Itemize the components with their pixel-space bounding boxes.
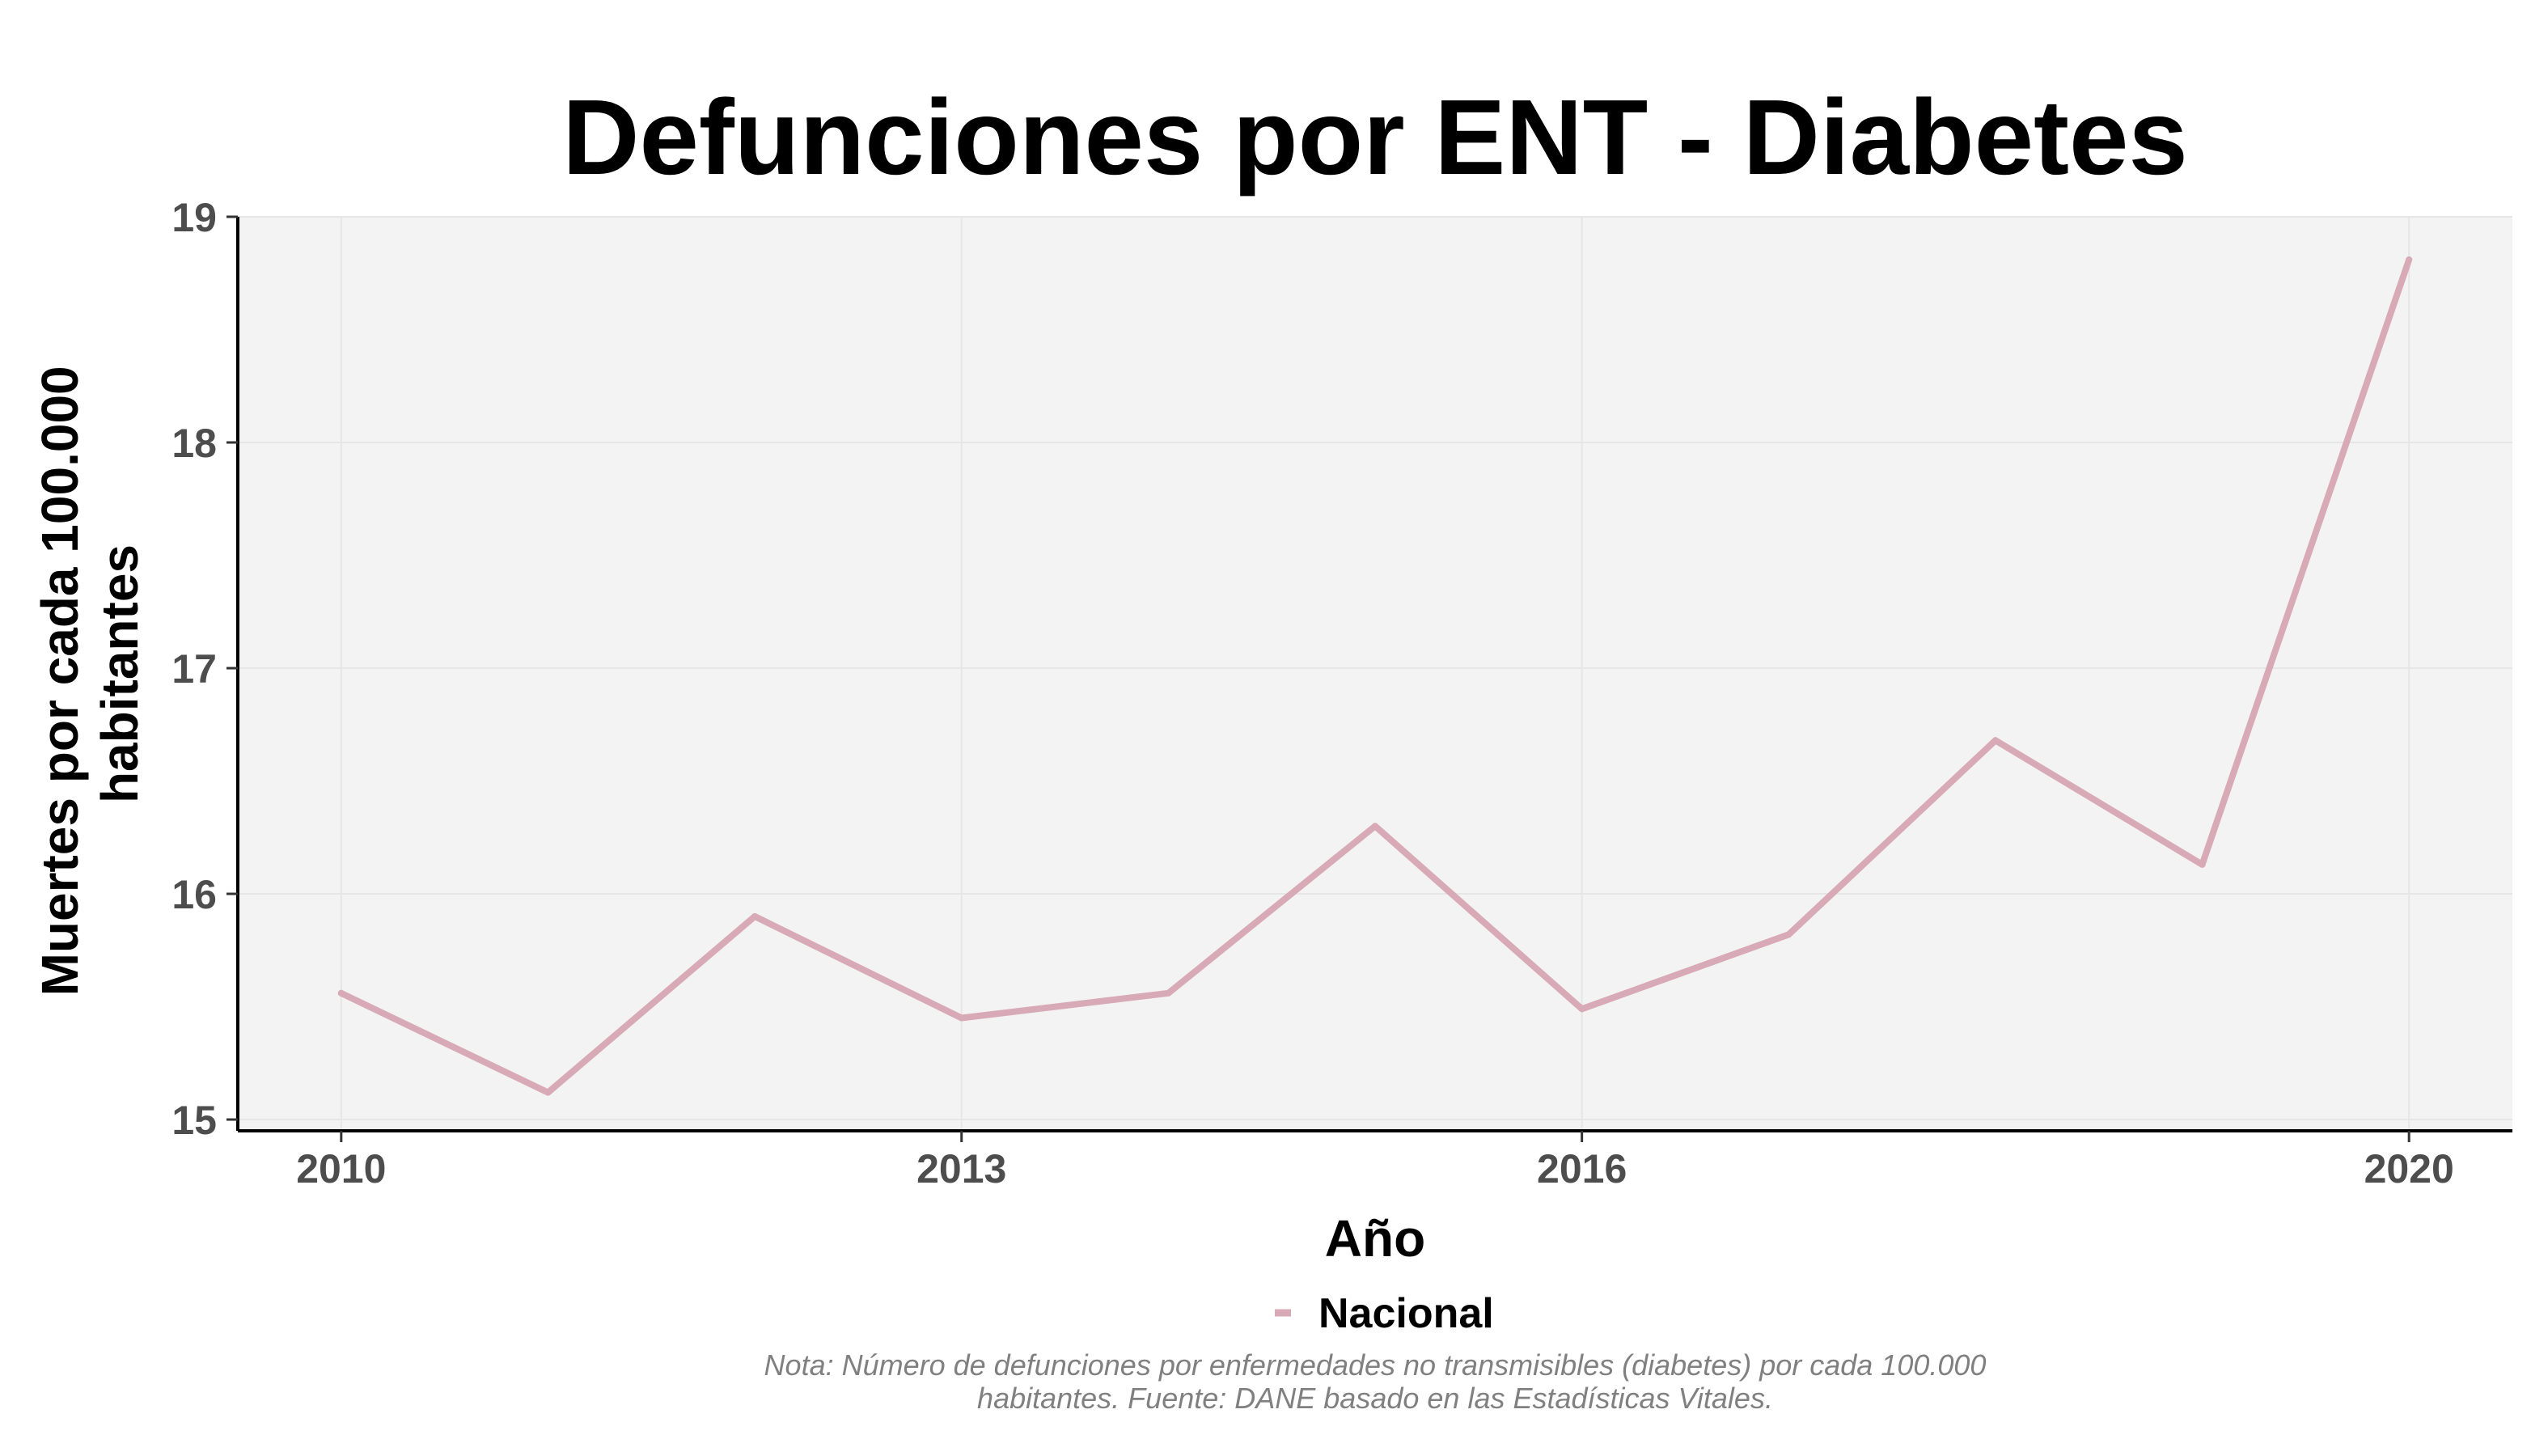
y-axis-title-line-2: habitantes: [91, 544, 149, 803]
y-axis-title: Muertes por cada 100.000 habitantes: [31, 352, 149, 997]
gridlines: [238, 216, 2512, 1131]
chart-title: Defunciones por ENT - Diabetes: [562, 78, 2188, 197]
data-point-2011: [544, 1089, 552, 1096]
data-point-2015: [1372, 823, 1378, 830]
x-axis-title: Año: [1325, 1209, 1425, 1268]
data-point-2014: [1165, 989, 1172, 997]
data-point-2020: [2406, 256, 2413, 264]
x-tick-label-2020: 2020: [2364, 1146, 2454, 1191]
legend-label-nacional: Nacional: [1318, 1290, 1494, 1337]
y-tick-label-15: 15: [171, 1098, 217, 1143]
plot-panel: [238, 217, 2512, 1131]
x-tick-label-2013: 2013: [916, 1146, 1006, 1191]
y-tick-label-17: 17: [171, 646, 217, 692]
data-point-2013: [958, 1014, 965, 1022]
data-point-2010: [337, 989, 345, 997]
data-point-2012: [751, 912, 759, 920]
y-ticks: 15 16 17 18 19: [171, 195, 238, 1143]
chart-caption-line-1: Nota: Número de defunciones por enfermed…: [764, 1348, 1987, 1382]
series-group: [337, 256, 2413, 1096]
legend: Nacional: [1275, 1290, 1494, 1337]
data-point-2018: [1991, 737, 1999, 744]
y-tick-label-18: 18: [171, 421, 217, 466]
x-tick-label-2010: 2010: [296, 1146, 386, 1191]
y-tick-label-16: 16: [171, 872, 217, 917]
chart-caption-line-2: habitantes. Fuente: DANE basado en las E…: [977, 1382, 1773, 1415]
data-point-2019: [2199, 861, 2206, 868]
data-point-2017: [1785, 931, 1792, 938]
y-axis-title-line-1: Muertes por cada 100.000: [31, 366, 89, 996]
y-tick-label-19: 19: [171, 195, 217, 240]
x-tick-label-2016: 2016: [1537, 1146, 1627, 1191]
data-point-2016: [1578, 1005, 1585, 1013]
x-ticks: 2010 2013 2016 2020: [296, 1131, 2454, 1191]
